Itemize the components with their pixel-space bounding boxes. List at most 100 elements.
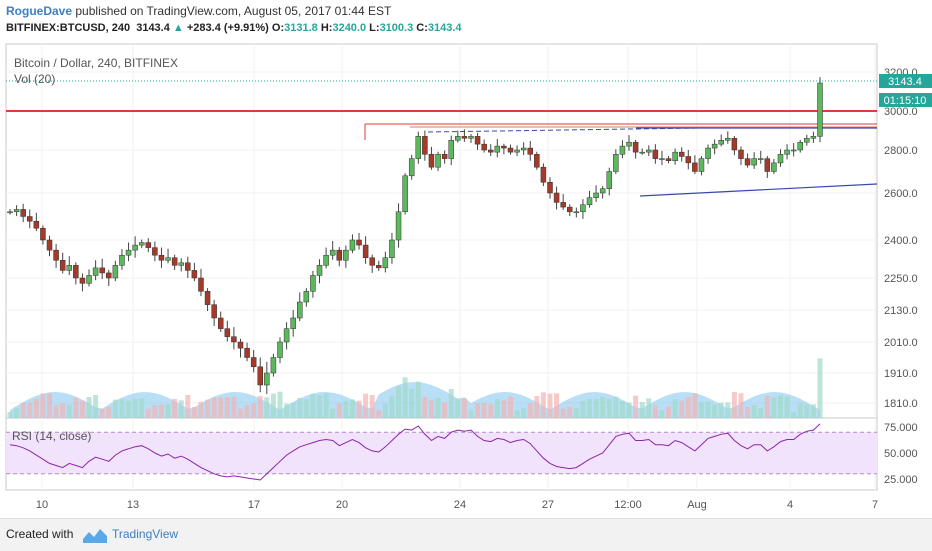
- candle-body-85: [567, 206, 573, 213]
- volume-bar-13: [93, 395, 99, 418]
- volume-bar-80: [534, 396, 540, 418]
- price-chart[interactable]: 3200.03000.02800.02600.02400.02250.02130…: [0, 0, 932, 518]
- candle-body-90: [599, 188, 606, 194]
- candle-body-47: [316, 265, 323, 276]
- rsi-band: [6, 431, 877, 475]
- candle-body-20: [138, 242, 145, 246]
- last-price-tag: [879, 74, 932, 88]
- candle-body-60: [402, 175, 408, 213]
- tradingview-brand-link[interactable]: TradingView: [112, 527, 179, 541]
- volume-bar-2: [20, 403, 26, 418]
- volume-bar-101: [672, 399, 678, 418]
- price-tick-6: 2130.0: [884, 305, 918, 317]
- candle-body-62: [415, 136, 422, 159]
- candle-body-107: [711, 143, 718, 149]
- volume-bar-14: [99, 408, 105, 418]
- candle-body-95: [632, 141, 639, 153]
- volume-bar-70: [468, 410, 474, 418]
- candle-body-17: [119, 254, 125, 266]
- x-tick-2: 17: [248, 499, 260, 511]
- rsi-tick-0: 75.000: [884, 422, 918, 434]
- volume-bar-8: [60, 403, 66, 418]
- volume-bar-7: [53, 405, 59, 418]
- volume-bar-46: [310, 394, 316, 418]
- candle-body-43: [290, 317, 296, 329]
- volume-bar-95: [633, 395, 639, 418]
- price-tick-2: 2800.0: [884, 145, 918, 157]
- candle-body-78: [520, 147, 527, 151]
- volume-bar-23: [158, 404, 164, 418]
- volume-bar-39: [264, 397, 270, 418]
- candle-body-25: [171, 257, 178, 266]
- volume-bar-44: [297, 398, 303, 418]
- volume-bar-51: [343, 401, 349, 418]
- candle-body-50: [336, 249, 343, 261]
- volume-bar-20: [139, 398, 145, 418]
- candle-body-56: [376, 265, 382, 269]
- volume-bar-102: [679, 400, 685, 418]
- volume-bar-59: [396, 386, 402, 418]
- candle-body-118: [784, 149, 790, 155]
- volume-bar-38: [257, 396, 263, 418]
- candle-body-44: [297, 301, 303, 319]
- x-tick-4: 24: [454, 499, 466, 511]
- candle-body-55: [369, 257, 375, 266]
- candle-body-40: [270, 357, 277, 374]
- volume-bar-109: [725, 402, 731, 418]
- volume-bar-63: [422, 397, 428, 418]
- volume-bar-26: [178, 400, 184, 418]
- volume-bar-77: [514, 410, 520, 418]
- candle-body-84: [560, 202, 566, 208]
- volume-bar-54: [363, 393, 369, 418]
- x-tick-7: Aug: [687, 499, 707, 511]
- candle-body-15: [106, 272, 112, 279]
- candle-body-10: [73, 265, 79, 279]
- candle-body-61: [408, 158, 415, 177]
- volume-bar-37: [251, 403, 257, 418]
- candle-body-101: [672, 151, 678, 161]
- candle-body-102: [678, 151, 685, 157]
- volume-bar-97: [646, 398, 652, 418]
- candle-body-70: [468, 136, 474, 139]
- volume-bar-58: [389, 396, 395, 418]
- volume-bar-82: [547, 393, 553, 418]
- volume-bar-42: [284, 403, 290, 418]
- volume-bar-108: [718, 402, 724, 418]
- volume-bar-57: [382, 403, 388, 418]
- candle-body-45: [303, 291, 310, 303]
- candle-body-11: [79, 277, 86, 284]
- volume-bar-114: [758, 408, 764, 418]
- countdown-tag-label: 01:15:10: [884, 95, 927, 107]
- low-value: 3100.3: [379, 22, 414, 34]
- candle-body-71: [474, 136, 481, 145]
- candle-body-3: [27, 216, 33, 222]
- price-tick-8: 1910.0: [884, 368, 918, 380]
- candle-body-123: [817, 82, 823, 137]
- volume-bar-9: [66, 404, 72, 418]
- volume-bar-68: [455, 398, 461, 418]
- candle-body-32: [217, 317, 224, 329]
- volume-bar-98: [652, 405, 658, 418]
- volume-bar-103: [685, 397, 691, 418]
- candle-body-57: [382, 257, 389, 269]
- x-tick-1: 13: [127, 499, 139, 511]
- volume-bar-76: [507, 396, 513, 418]
- volume-bar-61: [409, 388, 415, 418]
- candle-body-42: [283, 328, 290, 343]
- author-name[interactable]: RogueDave: [6, 4, 73, 18]
- high-value: 3240.0: [332, 22, 367, 34]
- volume-bar-86: [573, 408, 579, 418]
- volume-bar-100: [666, 406, 672, 418]
- volume-bar-84: [560, 408, 566, 418]
- volume-bar-66: [442, 402, 448, 418]
- candle-body-22: [152, 247, 158, 256]
- price-tick-3: 2600.0: [884, 188, 918, 200]
- volume-bar-31: [211, 397, 217, 418]
- x-tick-9: 7: [872, 499, 878, 511]
- volume-bar-27: [185, 395, 191, 418]
- price-tick-4: 2400.0: [884, 235, 918, 247]
- candle-body-114: [757, 158, 764, 160]
- volume-bar-47: [317, 395, 323, 418]
- candle-body-117: [777, 154, 784, 164]
- volume-bar-85: [567, 406, 573, 418]
